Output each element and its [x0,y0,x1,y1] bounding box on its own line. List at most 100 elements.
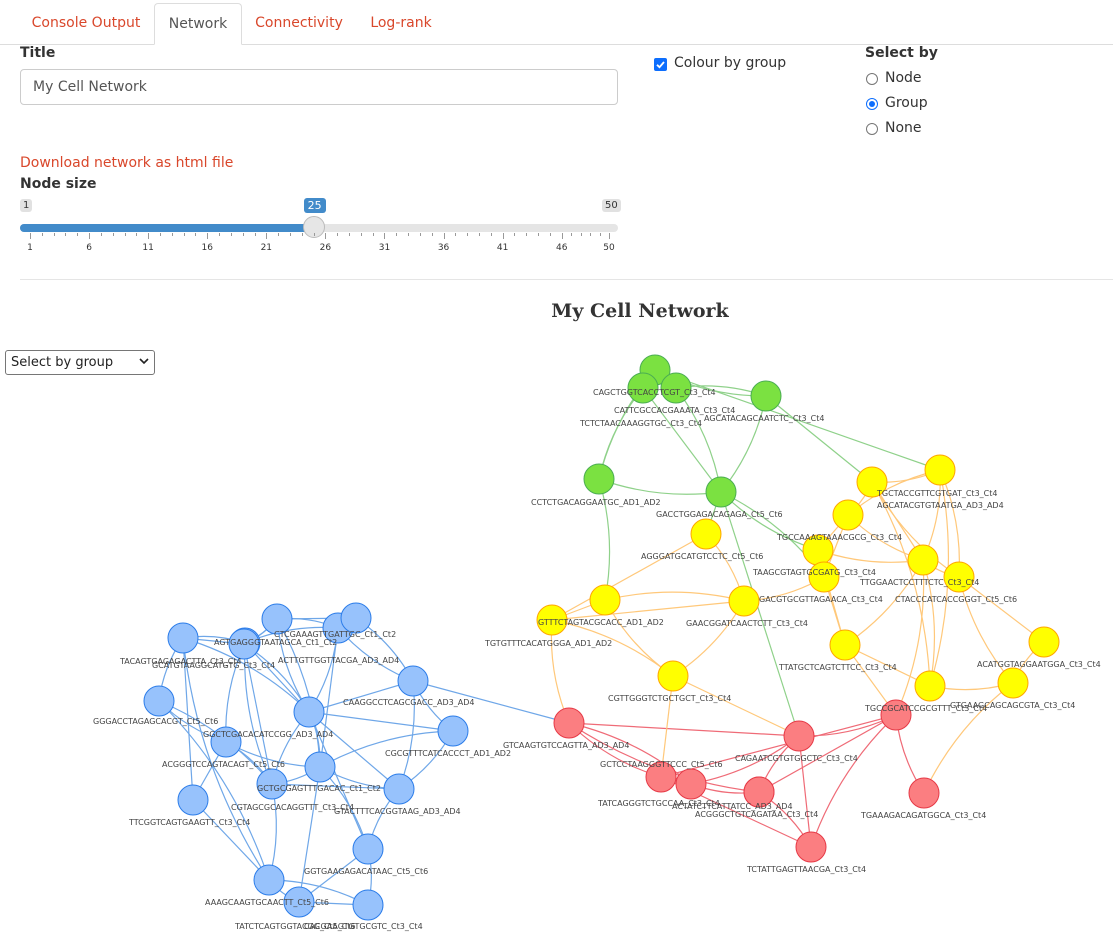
download-network-link[interactable]: Download network as html file [20,155,234,171]
network-node[interactable] [256,768,288,800]
network-node[interactable] [914,670,946,702]
network-node[interactable] [553,707,585,739]
network-node[interactable] [589,584,621,616]
network-node[interactable] [340,602,372,634]
network-edge [895,559,925,716]
network-node[interactable] [705,476,737,508]
title-label: Title [20,45,56,61]
network-node[interactable] [536,604,568,636]
network-node[interactable] [283,886,315,918]
node-size-slider-handle[interactable] [302,216,325,238]
network-node[interactable] [808,561,840,593]
network-node-label: GTTTCTAGTACGCACC_AD1_AD2 [538,618,664,627]
radio-none[interactable] [866,123,878,135]
network-node[interactable] [253,864,285,896]
network-node[interactable] [1028,626,1060,658]
network-edge [550,619,570,724]
network-node[interactable] [167,622,199,654]
network-node[interactable] [352,889,384,921]
divider [20,279,1113,280]
radio-group-label: Group [885,95,928,111]
network-node[interactable] [437,715,469,747]
slider-minor-tick [112,233,114,236]
network-node-label: TAAGCGTAGTGCGATG_Ct3_Ct4 [752,568,876,577]
tab-connectivity[interactable]: Connectivity [255,15,343,31]
network-node[interactable] [657,660,689,692]
network-edge [871,481,931,687]
slider-minor-tick [580,233,582,236]
network-node-label: GTGAAGCAGCAGCGTA_Ct3_Ct4 [950,701,1075,710]
network-node-label: TATCTCAGTGGTACGG_Ct5_Ct6 [234,922,356,931]
network-node-label: CTCGAAAGTTGATTGC_Ct1_Ct2 [274,630,396,639]
network-node[interactable] [383,773,415,805]
slider-minor-tick [230,233,232,236]
network-node[interactable] [880,699,912,731]
tab-network[interactable]: Network [154,3,242,45]
network-node[interactable] [832,499,864,531]
slider-tick-label: 31 [378,243,391,253]
network-node-label: GAACGGATCAACTCTT_Ct3_Ct4 [686,619,808,628]
tab-log-rank[interactable]: Log-rank [370,15,432,31]
network-edge [182,637,194,801]
network-node[interactable] [795,831,827,863]
slider-minor-tick [65,233,67,236]
network-node-label: TGCTACCGTTCGTGAT_Ct3_Ct4 [876,489,997,498]
network-node[interactable] [907,544,939,576]
network-node[interactable] [829,629,861,661]
network-node-label: ACTTGTTGGTTACGA_AD3_AD4 [278,656,399,665]
network-node[interactable] [750,380,782,412]
network-edge [810,714,897,848]
network-node-label: TGCCGCATCCGCGTTT_Ct3_Ct4 [864,704,987,713]
network-node-label: TGTGTTTCACATGGGA_AD1_AD2 [484,639,612,648]
slider-minor-tick [490,233,492,236]
network-node[interactable] [660,372,692,404]
network-node[interactable] [743,776,775,808]
network-node[interactable] [675,768,707,800]
network-node-label: GGGACCTAGAGCACGT_Ct5_Ct6 [93,717,218,726]
network-node[interactable] [583,463,615,495]
network-node[interactable] [783,720,815,752]
slider-max-label: 50 [602,199,621,212]
network-node[interactable] [645,761,677,793]
network-node[interactable] [728,585,760,617]
slider-minor-tick [549,233,551,236]
radio-node[interactable] [866,73,878,85]
network-edge [182,637,310,713]
network-node-label: CACGAAGTGTGCGTC_Ct3_Ct4 [304,922,423,931]
network-node-label: TCTCTAACAAAGGTGC_Ct3_Ct4 [579,419,702,428]
network-node[interactable] [352,833,384,865]
network-node[interactable] [261,603,293,635]
network-edge [758,714,897,793]
radio-group[interactable] [866,98,878,110]
network-node[interactable] [997,667,1029,699]
network-node[interactable] [304,751,336,783]
slider-minor-tick [360,233,362,236]
network-node[interactable] [908,777,940,809]
select-by-group-dropdown[interactable]: Select by group [5,350,155,375]
network-node[interactable] [177,784,209,816]
colour-by-group-checkbox[interactable] [654,58,667,71]
network-node[interactable] [943,561,975,593]
network-graph[interactable]: TACAGTGAGAGACTTA_Ct3_Ct4 AGTGAGGGTAATAGCA… [0,280,1113,948]
network-node[interactable] [924,454,956,486]
network-node-label: CGTAGCGCACAGGTTT_Ct3_Ct4 [231,803,354,812]
network-node[interactable] [210,726,242,758]
network-node[interactable] [856,466,888,498]
network-edge [654,369,941,471]
network-node[interactable] [143,685,175,717]
radio-none-label: None [885,120,922,136]
network-node-label: AGCATACGTGTAATGA_AD3_AD4 [877,501,1004,510]
network-node[interactable] [397,665,429,697]
network-node[interactable] [293,696,325,728]
title-input[interactable]: My Cell Network [20,69,618,105]
slider-tick [30,233,31,239]
slider-tick [561,233,563,239]
network-node[interactable] [627,372,659,404]
network-edge [551,619,674,677]
network-node[interactable] [228,628,260,660]
network-node-label: GGCTCGACACATCCGG_AD3_AD4 [203,730,333,739]
tab-console-output[interactable]: Console Output [31,15,141,31]
network-node[interactable] [690,518,722,550]
select-by-group-value: Select by group [11,355,114,370]
network-node-label: TTCGGTCAGTGAAGTT_Ct3_Ct4 [128,818,250,827]
